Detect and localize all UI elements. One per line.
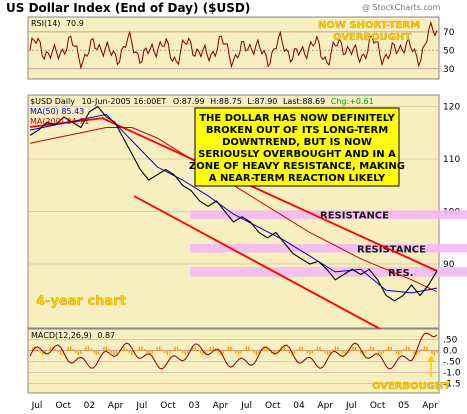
price-chg: Chg:+0.61	[331, 97, 374, 106]
price-panel: 90100110120 RESISTANCERESISTANCERES. $US…	[27, 94, 467, 332]
resistance-zone-label: RES.	[388, 268, 414, 279]
x-tick-label: Apr	[108, 401, 124, 411]
x-axis-labels: Jul Oct 02 Apr Jul Oct 03 Apr Jul Oct 04 Apr Jul Oct 0…	[31, 401, 439, 411]
downtrend-upper-line	[101, 117, 438, 272]
x-tick-label: Apr	[317, 401, 333, 411]
annotation-line-1: THE DOLLAR HAS NOW DEFINITELY	[199, 113, 395, 124]
price-open: O:87.99	[173, 97, 205, 106]
rsi-tick-30: 30	[443, 65, 455, 75]
macd-panel: .500.0-.50-1.0-1.5 MACD(12,26,9) 0.87 OV…	[27, 328, 461, 394]
x-tick-label: 04	[293, 401, 305, 411]
price-low: L:87.90	[247, 97, 277, 106]
macd-label-group: MACD(12,26,9) 0.87	[31, 331, 115, 340]
annotation-line-2: BROKEN OUT OF ITS LONG-TERM	[206, 125, 388, 136]
rsi-label: RSI(14)	[31, 19, 60, 28]
macd-gridlines	[28, 339, 439, 384]
chart-title: US Dollar Index (End of Day) ($USD)	[6, 1, 250, 15]
macd-label: MACD(12,26,9)	[31, 331, 92, 340]
downtrend-lower-line	[133, 195, 385, 332]
x-tick-label: Jul	[240, 401, 252, 411]
price-tick-label: 120	[443, 103, 460, 113]
resistance-zone-band	[190, 244, 467, 253]
x-tick-label: Oct	[160, 401, 176, 411]
x-tick-label: Oct	[55, 401, 71, 411]
rsi-tick-70: 70	[443, 28, 455, 38]
rsi-panel: 70 50 30 RSI(14) 70.9 NOW SHORT-TERM OVE…	[27, 16, 455, 80]
rsi-value: 70.9	[66, 19, 84, 28]
price-tick-label: 90	[443, 260, 455, 270]
annotation-line-5: ZONE OF HEAVY RESISTANCE, MAKING	[189, 161, 405, 172]
macd-tick-label: .50	[443, 336, 458, 346]
annotation-text: THE DOLLAR HAS NOW DEFINITELY BROKEN OUT…	[189, 113, 405, 184]
ma200-label: MA(200) 84.71	[30, 117, 89, 126]
x-tick-label: Jul	[345, 401, 357, 411]
price-tick-label: 110	[443, 155, 460, 165]
annotation-line-3: DOWNTREND, BUT IS NOW	[222, 137, 372, 148]
macd-line	[29, 332, 438, 370]
rsi-line	[29, 20, 438, 70]
macd-tick-labels: .500.0-.50-1.0-1.5	[443, 336, 461, 390]
x-tick-label: Jul	[135, 401, 147, 411]
x-tick-label: 02	[84, 401, 95, 411]
price-line	[29, 105, 438, 302]
annotation-line-4: SERIOUSLY OVERBOUGHT AND IN A	[198, 149, 396, 160]
resistance-zone-label: RESISTANCE	[320, 211, 389, 222]
macd-tick-label: -1.0	[443, 368, 461, 378]
watermark: @ StockCharts.com	[362, 3, 441, 12]
ma50-line	[29, 113, 438, 294]
x-tick-label: Oct	[265, 401, 281, 411]
price-high: H:88.75	[210, 97, 242, 106]
macd-tick-label: -1.5	[443, 379, 461, 389]
rsi-annotation-line2: OVERBOUGHT	[333, 32, 411, 43]
x-tick-label: Apr	[422, 401, 438, 411]
rsi-label-group: RSI(14) 70.9	[31, 19, 84, 28]
macd-value: 0.87	[97, 331, 115, 340]
price-header: $USD Daily 10-Jun-2005 16:00ET O:87.99 H…	[30, 97, 374, 106]
rsi-annotation-line1: NOW SHORT-TERM	[318, 20, 420, 31]
price-symbol: $USD Daily	[30, 97, 75, 106]
x-tick-label: Jul	[31, 401, 43, 411]
macd-arrow-head	[427, 355, 435, 362]
ma50-label: MA(50) 85.43	[30, 107, 84, 116]
macd-annotation: OVERBOUGHT	[372, 381, 450, 392]
x-tick-label: 05	[398, 401, 409, 411]
x-tick-label: Oct	[370, 401, 386, 411]
macd-tick-label: -.50	[443, 358, 461, 368]
period-label: 4-year chart	[36, 294, 126, 309]
x-tick-label: 03	[188, 401, 199, 411]
annotation-box	[194, 107, 400, 187]
annotation-line-6: A NEAR-TERM REACTION LIKELY	[209, 173, 386, 184]
price-date: 10-Jun-2005 16:00ET	[82, 97, 167, 106]
macd-tick-label: 0.0	[443, 347, 458, 357]
x-tick-label: Apr	[213, 401, 229, 411]
rsi-tick-50: 50	[443, 46, 455, 56]
price-last: Last:88.69	[283, 97, 325, 106]
resistance-zone-band	[190, 210, 467, 219]
